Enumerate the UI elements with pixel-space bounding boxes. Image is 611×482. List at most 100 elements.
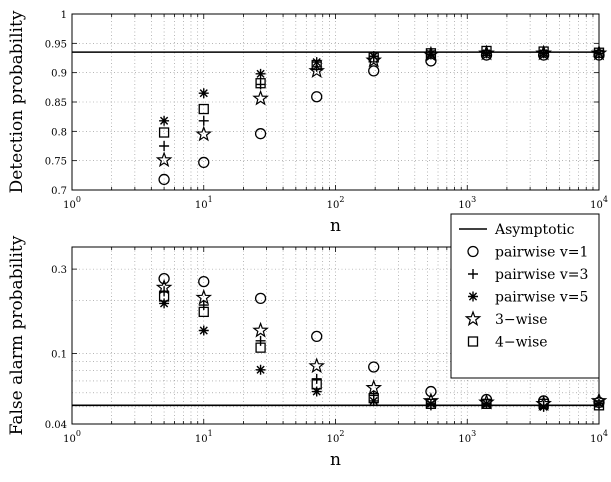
data-point-pairwise-v-5	[481, 398, 492, 409]
data-point-3-wise	[252, 321, 269, 338]
data-point-pairwise-v-1	[254, 128, 267, 140]
y-tick-label: 0.75	[45, 157, 67, 168]
x-tick-label: 103	[458, 195, 476, 211]
data-point-4-wise	[481, 45, 492, 57]
data-point-pairwise-v-3	[198, 300, 209, 311]
data-point-pairwise-v-3	[159, 141, 170, 151]
series-pairwise-v-1	[158, 49, 605, 186]
data-point-pairwise-v-5	[311, 386, 322, 397]
data-point-4-wise	[425, 48, 437, 59]
x-tick-label: 104	[590, 195, 608, 211]
legend-item-3-wise: 3−wise	[464, 310, 548, 328]
series-pairwise-v-5	[159, 48, 604, 126]
data-point-pairwise-v-3	[255, 335, 266, 346]
y-axis-label: False alarm probability	[7, 235, 27, 435]
data-point-4-wise	[481, 398, 492, 409]
data-point-pairwise-v-5	[311, 57, 322, 68]
data-point-4-wise	[593, 47, 605, 58]
legend-item-asymptotic: Asymptotic	[459, 222, 575, 238]
y-axis-label: Detection probability	[7, 10, 27, 193]
legend-label: 4−wise	[495, 335, 548, 351]
data-point-3-wise	[195, 125, 213, 142]
data-point-pairwise-v-3	[311, 373, 322, 384]
data-point-4-wise	[255, 78, 266, 89]
legend-item-pairwise-v-5: pairwise v=5	[468, 290, 588, 306]
x-tick-label: 101	[195, 195, 213, 211]
series-4-wise	[158, 45, 605, 138]
y-tick-label: 1	[61, 10, 67, 21]
data-point-3-wise	[308, 357, 326, 374]
data-point-4-wise	[158, 127, 170, 138]
data-point-pairwise-v-1	[311, 91, 323, 103]
legend-label: pairwise v=5	[495, 290, 588, 306]
legend-label: Asymptotic	[494, 222, 575, 238]
data-point-3-wise	[155, 151, 173, 168]
y-tick-label: 0.1	[51, 350, 67, 361]
legend-item-pairwise-v-3: pairwise v=3	[468, 267, 588, 283]
data-point-pairwise-v-1	[254, 292, 267, 305]
data-point-4-wise	[311, 59, 322, 71]
legend: Asymptotic pairwise v=1 pairwise v=3 pairwi…	[450, 213, 600, 379]
data-point-pairwise-v-5	[425, 48, 436, 59]
data-point-pairwise-v-1	[425, 385, 437, 398]
data-point-pairwise-v-3	[198, 115, 209, 126]
y-tick-label: 0.04	[45, 420, 67, 431]
data-point-pairwise-v-5	[198, 88, 209, 99]
data-point-pairwise-v-5	[159, 115, 170, 126]
x-tick-label: 100	[63, 195, 81, 211]
data-point-pairwise-v-1	[311, 330, 323, 343]
legend-label: pairwise v=1	[495, 245, 588, 261]
data-point-pairwise-v-1	[198, 275, 210, 288]
series-pairwise-v-3	[159, 48, 604, 151]
detection-probability-plot: 100 101 102 103 104 0.7 0.75 0.8 0.85 0.9 0.95 1 n De…	[7, 10, 608, 236]
data-point-4-wise	[538, 46, 549, 57]
y-tick-label: 0.95	[45, 39, 67, 50]
x-tick-label: 102	[327, 429, 345, 445]
legend-marker-3-wise	[464, 310, 482, 327]
data-point-3-wise	[252, 89, 269, 106]
data-point-pairwise-v-5	[538, 48, 549, 59]
data-point-pairwise-v-1	[368, 361, 380, 373]
data-point-pairwise-v-5	[255, 364, 266, 375]
legend-label: 3−wise	[495, 312, 548, 328]
data-point-pairwise-v-5	[198, 325, 209, 336]
y-tick-label: 0.85	[45, 98, 67, 109]
data-point-4-wise	[158, 291, 170, 302]
x-axis-label: n	[330, 450, 341, 470]
data-point-pairwise-v-5	[255, 68, 266, 79]
series-4-wise	[158, 291, 605, 411]
data-point-pairwise-v-5	[368, 395, 379, 406]
data-point-4-wise	[368, 52, 379, 63]
data-point-3-wise	[590, 392, 608, 409]
data-point-4-wise	[198, 103, 209, 115]
x-tick-label: 102	[327, 195, 345, 211]
data-point-pairwise-v-1	[158, 173, 170, 186]
data-point-4-wise	[538, 398, 549, 409]
data-point-pairwise-v-5	[368, 51, 379, 62]
data-point-3-wise	[155, 278, 173, 295]
data-point-4-wise	[311, 379, 322, 390]
y-tick-label: 0.9	[51, 69, 67, 80]
false-alarm-probability-plot: 100 101 102 103 104 0.04 0.1 0.3 n False alarm pr…	[7, 235, 608, 470]
grid	[72, 14, 599, 190]
data-point-pairwise-v-1	[158, 273, 170, 285]
data-point-pairwise-v-1	[198, 156, 210, 169]
data-point-pairwise-v-5	[481, 48, 492, 59]
y-tick-label: 0.7	[51, 186, 67, 197]
y-tick-label: 0.3	[51, 265, 67, 276]
data-point-3-wise	[365, 379, 383, 395]
legend-marker-pairwise-v-5	[468, 291, 478, 302]
legend-item-pairwise-v-1: pairwise v=1	[467, 245, 588, 261]
data-point-pairwise-v-5	[159, 298, 170, 309]
legend-marker-pairwise-v-3	[468, 269, 478, 279]
legend-label: pairwise v=3	[495, 267, 588, 283]
data-point-4-wise	[368, 392, 379, 404]
series-3-wise	[155, 44, 608, 168]
data-point-4-wise	[593, 400, 605, 411]
x-tick-label: 100	[63, 429, 81, 445]
legend-marker-4-wise	[467, 336, 479, 347]
data-point-3-wise	[195, 288, 213, 305]
data-point-4-wise	[425, 398, 437, 409]
legend-marker-pairwise-v-1	[467, 245, 479, 258]
